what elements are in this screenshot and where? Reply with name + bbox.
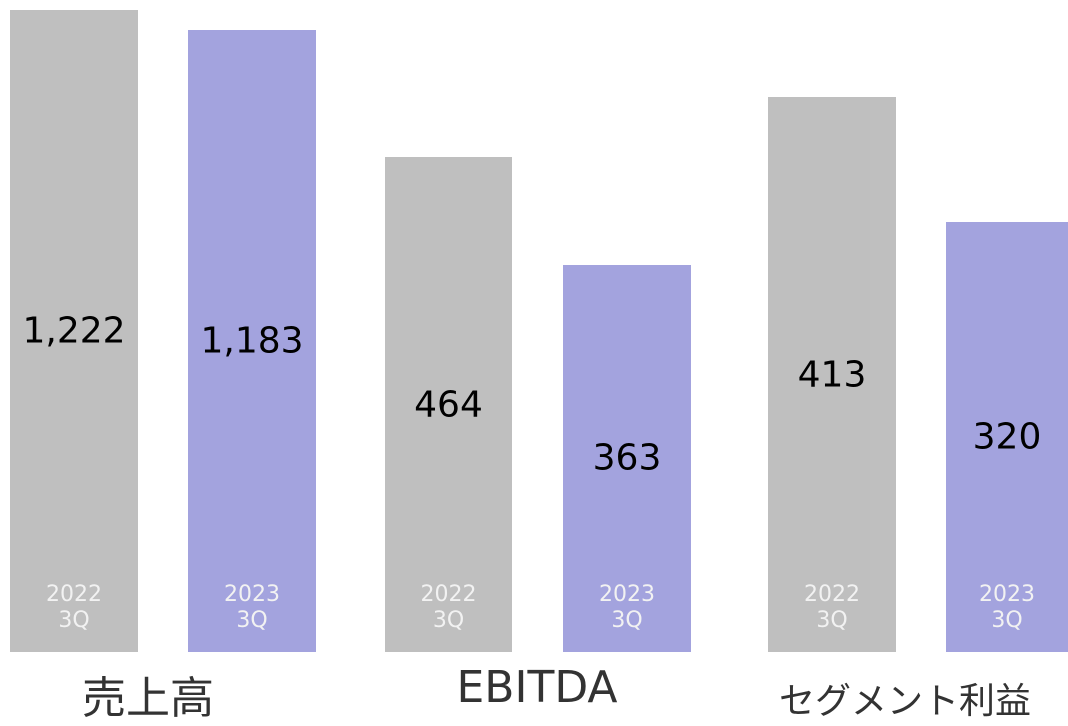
- value-label: 1,183: [200, 320, 304, 362]
- group-title: セグメント利益: [778, 681, 1032, 722]
- category-label: 2022 3Q: [46, 582, 102, 633]
- category-label: 2023 3Q: [599, 581, 655, 633]
- value-label: 363: [592, 437, 662, 479]
- value-label: 413: [797, 354, 867, 395]
- group-title: 売上高: [82, 673, 214, 724]
- category-label: 2022 3Q: [420, 582, 477, 633]
- bar: 320 2023 3Q: [946, 221, 1068, 652]
- category-label: 2023 3Q: [224, 581, 280, 633]
- bar: 1,222 2022 3Q: [10, 10, 138, 652]
- bar: 413 2022 3Q: [768, 97, 896, 652]
- bar: 363 2023 3Q: [563, 264, 691, 652]
- category-label: 2023 3Q: [979, 581, 1035, 633]
- value-label: 320: [972, 416, 1042, 458]
- value-label: 1,222: [22, 310, 126, 352]
- group-title: EBITDA: [456, 662, 618, 713]
- category-label: 2022 3Q: [804, 582, 860, 633]
- bar: 464 2022 3Q: [385, 157, 512, 652]
- bar: 1,183 2023 3Q: [188, 30, 316, 652]
- value-label: 464: [414, 384, 483, 425]
